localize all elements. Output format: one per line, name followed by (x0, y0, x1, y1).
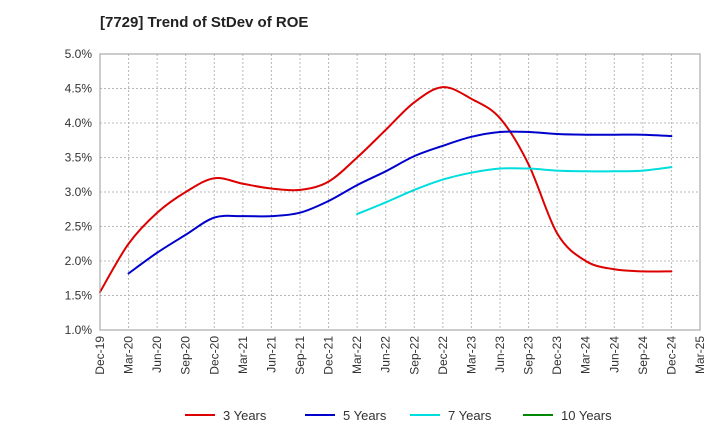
x-tick-label: Sep-24 (636, 336, 650, 375)
y-tick-label: 3.0% (65, 185, 93, 199)
x-tick-label: Mar-21 (236, 336, 250, 374)
x-axis-tick-labels: Dec-19 Mar-20 Jun-20 Sep-20 Dec-20 Mar-21 Jun-… (93, 336, 707, 375)
y-tick-label: 4.0% (65, 116, 93, 130)
legend-label-3-years: 3 Years (223, 408, 267, 423)
y-tick-label: 4.5% (65, 82, 93, 96)
series-line-5-years (127, 130, 673, 275)
legend: 3 Years 5 Years 7 Years 10 Years (185, 408, 612, 423)
y-axis-tick-labels: 1.0% 1.5% 2.0% 2.5% 3.0% 3.5% 4.0% 4.5% 5.0% (65, 47, 93, 337)
plot-area-frame (99, 53, 701, 331)
x-tick-label: Mar-25 (693, 336, 707, 374)
legend-label-10-years: 10 Years (561, 408, 612, 423)
y-tick-label: 5.0% (65, 47, 93, 61)
y-tick-label: 2.0% (65, 254, 93, 268)
grid-layer (100, 54, 700, 330)
x-tick-label: Jun-22 (379, 336, 393, 373)
x-tick-label: Jun-24 (607, 336, 621, 373)
x-tick-label: Jun-23 (493, 336, 507, 373)
x-tick-label: Mar-24 (579, 336, 593, 374)
y-tick-label: 3.5% (65, 151, 93, 165)
x-tick-label: Sep-20 (179, 336, 193, 375)
x-tick-label: Dec-21 (322, 336, 336, 375)
x-tick-label: Dec-22 (436, 336, 450, 375)
x-tick-label: Sep-23 (522, 336, 536, 375)
x-tick-label: Dec-20 (207, 336, 221, 375)
x-tick-label: Sep-21 (293, 336, 307, 375)
x-tick-label: Dec-23 (550, 336, 564, 375)
x-tick-label: Sep-22 (407, 336, 421, 375)
legend-label-7-years: 7 Years (448, 408, 492, 423)
x-tick-label: Jun-20 (150, 336, 164, 373)
chart-title: [7729] Trend of StDev of ROE (100, 14, 309, 31)
series-layer (99, 86, 673, 294)
x-tick-label: Dec-24 (664, 336, 678, 375)
x-tick-label: Mar-23 (464, 336, 478, 374)
series-line-7-years (356, 166, 673, 216)
x-tick-label: Mar-20 (122, 336, 136, 374)
legend-label-5-years: 5 Years (343, 408, 387, 423)
y-tick-label: 1.5% (65, 289, 93, 303)
y-tick-label: 2.5% (65, 220, 93, 234)
series-line-3-years (99, 86, 673, 294)
x-tick-label: Jun-21 (264, 336, 278, 373)
y-tick-label: 1.0% (65, 323, 93, 337)
x-tick-label: Dec-19 (93, 336, 107, 375)
x-tick-label: Mar-22 (350, 336, 364, 374)
